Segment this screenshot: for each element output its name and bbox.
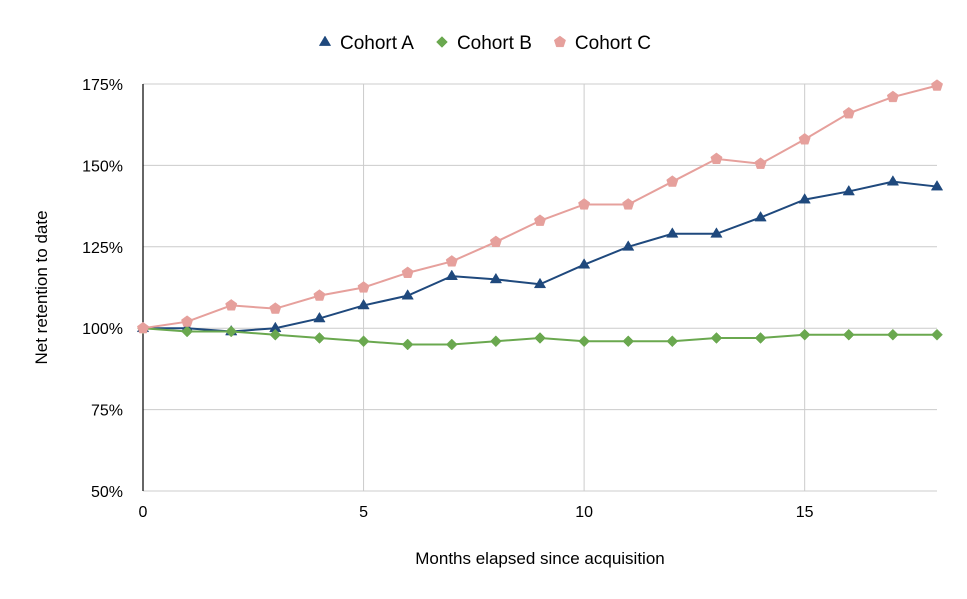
- data-point-marker: [181, 325, 193, 338]
- data-point-marker: [489, 272, 503, 284]
- data-point-marker: [577, 258, 591, 269]
- data-point-marker: [666, 175, 679, 187]
- data-point-marker: [842, 328, 855, 341]
- legend-label: Cohort B: [457, 33, 532, 54]
- x-tick-label: 0: [139, 504, 148, 521]
- legend-marker-icon: [436, 36, 448, 48]
- y-tick-label: 75%: [91, 403, 123, 420]
- x-tick-label: 15: [796, 504, 814, 521]
- series-cohort-a: [136, 175, 944, 336]
- x-axis-title: Months elapsed since acquisition: [415, 549, 664, 568]
- data-point-marker: [533, 277, 547, 289]
- data-point-marker: [445, 255, 458, 267]
- data-point-marker: [445, 269, 458, 280]
- data-point-marker: [754, 332, 767, 344]
- data-point-marker: [269, 328, 282, 341]
- data-point-marker: [401, 338, 414, 351]
- y-tick-label: 100%: [82, 321, 123, 338]
- data-point-marker: [578, 198, 591, 210]
- data-point-marker: [622, 335, 635, 348]
- data-point-marker: [886, 90, 899, 103]
- x-tick-label: 5: [359, 504, 368, 521]
- x-tick-label: 10: [575, 504, 593, 521]
- data-point-marker: [136, 321, 150, 334]
- data-point-marker: [490, 335, 502, 348]
- y-axis-title: Net retention to date: [32, 210, 51, 364]
- data-point-marker: [534, 332, 546, 344]
- legend-item: Cohort A: [318, 33, 414, 54]
- data-point-marker: [666, 227, 679, 238]
- data-point-marker: [533, 214, 547, 226]
- data-point-marker: [225, 325, 238, 338]
- data-point-marker: [930, 79, 944, 91]
- data-point-marker: [842, 106, 855, 119]
- data-point-marker: [666, 335, 679, 348]
- data-point-marker: [622, 240, 635, 251]
- data-point-marker: [710, 227, 723, 238]
- data-point-marker: [931, 328, 943, 341]
- series-cohort-c: [136, 79, 944, 334]
- legend-label: Cohort C: [575, 33, 651, 54]
- data-point-marker: [887, 328, 899, 341]
- series-line: [143, 180, 938, 333]
- series-line: [142, 84, 938, 330]
- data-point-marker: [798, 133, 811, 145]
- series-cohort-b: [137, 322, 943, 351]
- data-point-marker: [269, 302, 282, 314]
- data-point-marker: [798, 328, 811, 341]
- data-point-marker: [357, 281, 370, 293]
- legend: Cohort A Cohort B Cohort C: [318, 33, 651, 54]
- data-point-marker: [401, 266, 414, 278]
- legend-marker-icon: [553, 35, 566, 48]
- data-point-marker: [842, 184, 855, 196]
- y-tick-label: 50%: [91, 484, 123, 501]
- data-point-marker: [798, 193, 811, 204]
- data-point-marker: [401, 289, 414, 300]
- data-point-marker: [710, 152, 723, 164]
- data-point-marker: [489, 235, 502, 248]
- y-tick-label: 150%: [82, 158, 123, 175]
- y-tick-label: 125%: [82, 240, 123, 257]
- data-point-marker: [578, 335, 590, 348]
- data-point-marker: [710, 332, 723, 344]
- legend-label: Cohort A: [340, 33, 414, 54]
- data-point-marker: [313, 332, 326, 344]
- y-axis-ticks: 50% 75% 100% 125% 150% 175%: [82, 77, 123, 501]
- data-point-marker: [754, 211, 767, 222]
- y-tick-label: 175%: [82, 77, 123, 94]
- data-point-marker: [357, 298, 370, 310]
- x-axis-ticks: 0 5 10 15: [139, 504, 814, 521]
- data-point-marker: [313, 311, 326, 323]
- data-point-marker: [754, 157, 767, 169]
- data-point-marker: [622, 198, 635, 210]
- data-point-marker: [930, 180, 944, 191]
- legend-item: Cohort C: [553, 33, 651, 54]
- data-point-marker: [225, 299, 238, 311]
- legend-marker-icon: [318, 35, 332, 46]
- data-point-marker: [313, 289, 326, 301]
- data-point-marker: [357, 335, 370, 348]
- series-layer: [136, 79, 944, 351]
- data-point-marker: [886, 175, 900, 186]
- legend-item: Cohort B: [436, 33, 532, 54]
- data-point-marker: [181, 315, 194, 327]
- data-point-marker: [445, 338, 458, 351]
